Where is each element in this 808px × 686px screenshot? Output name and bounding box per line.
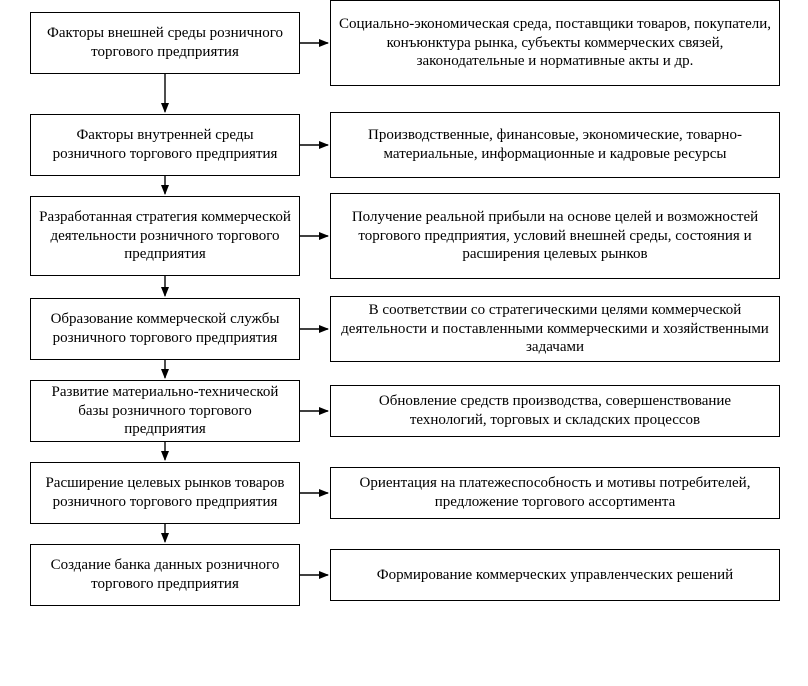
left-text-0: Факторы внешней среды розничного торгово… (39, 24, 291, 62)
left-text-6: Создание банка данных розничного торгово… (39, 556, 291, 594)
left-text-2: Разработанная стратегия коммерческой дея… (39, 208, 291, 264)
right-box-5: Ориентация на платежеспособность и мотив… (330, 467, 780, 519)
right-box-3: В соответствии со стратегическими целями… (330, 296, 780, 362)
right-box-2: Получение реальной прибыли на основе цел… (330, 193, 780, 279)
right-text-4: Обновление средств производства, соверше… (339, 392, 771, 430)
right-text-1: Производственные, финансовые, экономичес… (339, 126, 771, 164)
right-box-0: Социально-экономическая среда, поставщик… (330, 0, 780, 86)
left-box-5: Расширение целевых рынков товаров рознич… (30, 462, 300, 524)
right-text-5: Ориентация на платежеспособность и мотив… (339, 474, 771, 512)
left-box-4: Развитие материально-технической базы ро… (30, 380, 300, 442)
left-box-6: Создание банка данных розничного торгово… (30, 544, 300, 606)
right-text-2: Получение реальной прибыли на основе цел… (339, 208, 771, 264)
right-text-6: Формирование коммерческих управленческих… (377, 566, 733, 585)
left-box-1: Факторы внутренней среды розничного торг… (30, 114, 300, 176)
left-box-3: Образование коммерческой службы рознично… (30, 298, 300, 360)
left-box-2: Разработанная стратегия коммерческой дея… (30, 196, 300, 276)
right-box-4: Обновление средств производства, соверше… (330, 385, 780, 437)
right-text-3: В соответствии со стратегическими целями… (339, 301, 771, 357)
left-text-5: Расширение целевых рынков товаров рознич… (39, 474, 291, 512)
right-box-6: Формирование коммерческих управленческих… (330, 549, 780, 601)
left-text-4: Развитие материально-технической базы ро… (39, 383, 291, 439)
right-text-0: Социально-экономическая среда, поставщик… (339, 15, 771, 71)
left-box-0: Факторы внешней среды розничного торгово… (30, 12, 300, 74)
left-text-1: Факторы внутренней среды розничного торг… (39, 126, 291, 164)
left-text-3: Образование коммерческой службы рознично… (39, 310, 291, 348)
diagram-canvas: Факторы внешней среды розничного торгово… (0, 0, 808, 686)
right-box-1: Производственные, финансовые, экономичес… (330, 112, 780, 178)
